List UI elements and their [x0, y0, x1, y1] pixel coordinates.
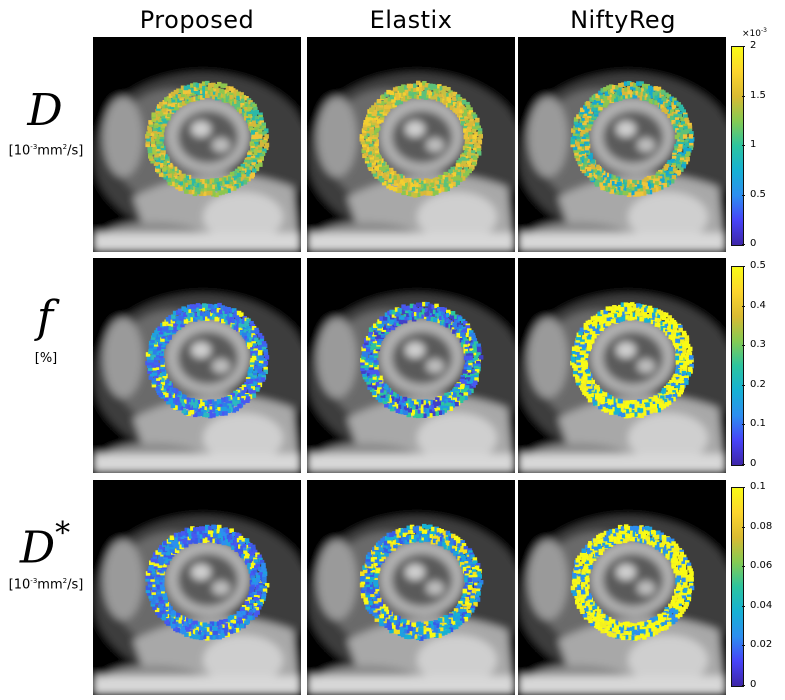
colorbar-tick-label: 0.08 [750, 520, 773, 532]
colorbar-tick [742, 464, 745, 465]
colorbar-tick-label: 0.1 [750, 418, 766, 430]
colorbar-tick-label: 0.06 [750, 560, 773, 572]
colorbar-tick-label: 0.4 [750, 299, 766, 311]
column-title-niftyreg: NiftyReg [570, 6, 676, 34]
colorbar-tick [742, 685, 745, 686]
colorbar-tick [742, 345, 745, 347]
colorbar-tick [742, 384, 745, 386]
colorbar-tick [742, 605, 745, 607]
parameter-map-f-niftyreg [518, 258, 726, 473]
colorbar-tick-label: 0.5 [750, 260, 766, 271]
parameter-map-dstar-proposed [93, 480, 301, 695]
parameter-map-d-proposed [93, 37, 301, 252]
colorbar-dstar [731, 487, 744, 687]
colorbar-tick [742, 645, 745, 647]
colorbar-f [731, 266, 744, 466]
colorbar-tick [742, 487, 745, 488]
colorbar-tick-label: 0.1 [750, 481, 766, 492]
colorbar-tick [742, 145, 745, 146]
row-label-f: f [36, 292, 54, 343]
column-title-elastix: Elastix [369, 6, 453, 34]
colorbar-tick [742, 266, 745, 267]
colorbar-tick-label: 0 [750, 238, 757, 249]
row-label-d: D [27, 85, 63, 136]
colorbar-tick-label: 1 [750, 139, 757, 150]
parameter-map-dstar-elastix [307, 480, 515, 695]
parameter-map-d-elastix [307, 37, 515, 252]
colorbar-tick-label: 0.04 [750, 599, 773, 611]
row-unit-f: [%] [34, 351, 58, 366]
parameter-map-d-niftyreg [518, 37, 726, 252]
parameter-map-f-proposed [93, 258, 301, 473]
colorbar-tick-label: 0 [750, 679, 757, 690]
colorbar-tick [742, 46, 745, 47]
colorbar-d-multiplier: ×10-3 [742, 27, 767, 39]
colorbar-tick [742, 566, 745, 568]
row-label-dstar: D* [19, 516, 71, 574]
parameter-map-dstar-niftyreg [518, 480, 726, 695]
colorbar-tick-label: 2 [750, 40, 757, 51]
colorbar-tick-label: 0.02 [750, 639, 773, 651]
colorbar-tick [742, 95, 745, 97]
colorbar-tick [742, 424, 745, 426]
colorbar-tick [742, 194, 745, 196]
colorbar-tick-label: 0.3 [750, 339, 766, 351]
colorbar-d [731, 46, 744, 246]
colorbar-tick [742, 305, 745, 307]
row-unit-d: [10-3mm2/s] [8, 143, 84, 159]
colorbar-tick [742, 244, 745, 245]
colorbar-tick-label: 0.2 [750, 378, 766, 390]
colorbar-tick-label: 0 [750, 458, 757, 469]
parameter-map-f-elastix [307, 258, 515, 473]
colorbar-tick-label: 0.5 [750, 188, 766, 200]
row-unit-dstar: [10-3mm2/s] [8, 577, 84, 593]
colorbar-tick [742, 526, 745, 528]
colorbar-tick-label: 1.5 [750, 89, 766, 101]
column-title-proposed: Proposed [139, 6, 255, 34]
